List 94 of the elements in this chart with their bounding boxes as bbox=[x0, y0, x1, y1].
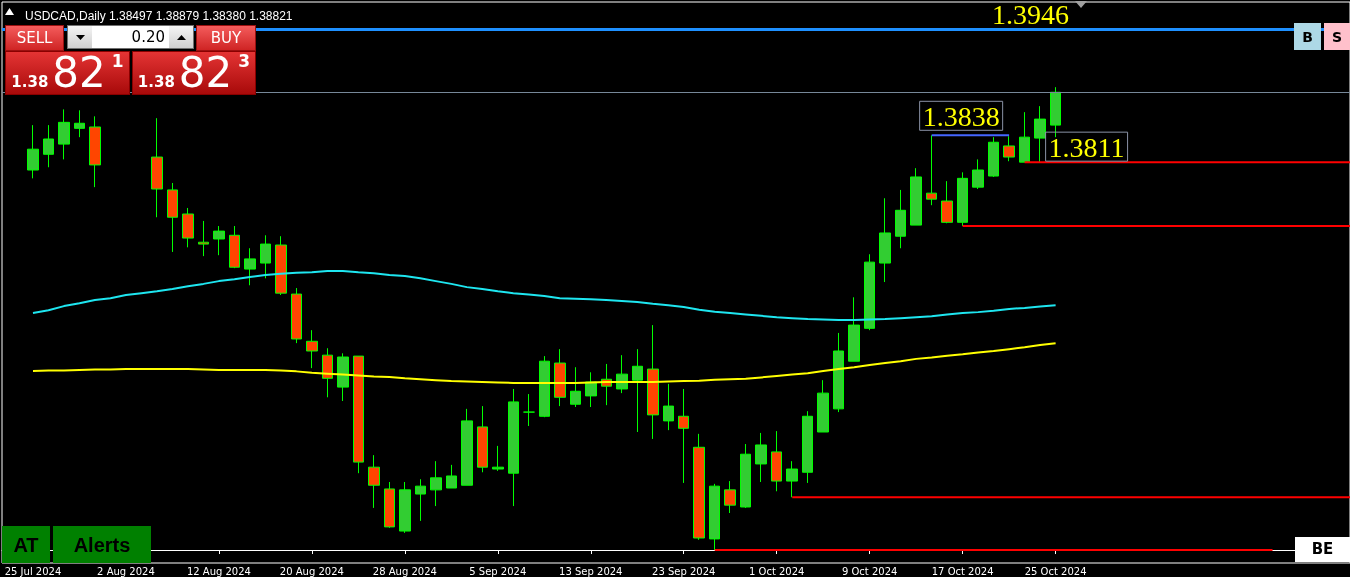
candlestick bbox=[802, 410, 813, 484]
annotation: AT bbox=[13, 533, 39, 556]
price-box: 1.38 82$^{3}$ bbox=[132, 51, 256, 95]
x-tick-label: 5 Sep 2024 bbox=[469, 565, 527, 577]
candlestick bbox=[167, 182, 178, 253]
candlestick bbox=[693, 433, 705, 541]
annotation: 82$^{3}$ bbox=[178, 48, 251, 97]
candlestick bbox=[74, 109, 85, 138]
candlestick bbox=[58, 108, 70, 160]
candlestick bbox=[151, 117, 163, 218]
candlestick bbox=[879, 197, 891, 283]
annotation: 1.3946 bbox=[992, 0, 1070, 30]
candlestick bbox=[632, 348, 643, 433]
candlestick bbox=[399, 481, 411, 534]
annotation: Alerts bbox=[73, 533, 131, 556]
candlestick bbox=[957, 171, 968, 227]
candlestick bbox=[198, 220, 209, 257]
x-tick-label: 23 Sep 2024 bbox=[652, 565, 716, 577]
candlestick bbox=[275, 235, 287, 296]
candlestick bbox=[740, 443, 751, 509]
candlestick bbox=[988, 136, 999, 178]
candlestick bbox=[260, 234, 271, 279]
candlestick bbox=[229, 225, 240, 269]
candlestick bbox=[848, 296, 860, 362]
x-tick-label: 28 Aug 2024 bbox=[372, 565, 437, 577]
candlestick bbox=[492, 445, 504, 472]
x-tick-label: 1 Oct 2024 bbox=[748, 565, 805, 577]
chart-title: USDCAD,Daily 1.38497 1.38879 1.38380 1.38821 bbox=[25, 9, 293, 23]
candlestick bbox=[895, 189, 906, 249]
candlestick bbox=[817, 379, 829, 433]
x-tick-label: 25 Oct 2024 bbox=[1024, 565, 1087, 577]
candlestick bbox=[833, 332, 844, 413]
candlestick bbox=[461, 408, 473, 486]
series-label: 1.3838 bbox=[922, 101, 1000, 133]
candlestick bbox=[523, 393, 535, 427]
candlestick bbox=[864, 253, 875, 331]
candlestick bbox=[972, 158, 984, 190]
candlestick bbox=[306, 329, 318, 369]
price-box: 1.38 82$^{1}$ bbox=[5, 51, 130, 95]
candlestick bbox=[337, 352, 349, 402]
candlestick bbox=[368, 454, 380, 509]
candlestick bbox=[43, 124, 54, 168]
candlestick bbox=[724, 480, 736, 514]
x-tick-label: 17 Oct 2024 bbox=[931, 565, 994, 577]
candlestick bbox=[291, 287, 302, 344]
button: B bbox=[1294, 23, 1321, 50]
candlestick bbox=[585, 371, 597, 408]
x-tick-label: 25 Jul 2024 bbox=[4, 565, 62, 577]
candlestick bbox=[508, 388, 519, 507]
candlestick bbox=[1003, 135, 1015, 162]
candlestick bbox=[415, 478, 426, 522]
x-tick-label: 13 Sep 2024 bbox=[559, 565, 623, 577]
buy-button: BUY bbox=[196, 25, 256, 51]
candlestick bbox=[539, 355, 550, 418]
candlestick bbox=[678, 388, 689, 484]
x-tick-label: 20 Aug 2024 bbox=[279, 565, 344, 577]
candlestick bbox=[554, 348, 566, 407]
button: BE bbox=[1295, 537, 1350, 562]
candlestick bbox=[1034, 105, 1046, 163]
candlestick bbox=[926, 134, 937, 206]
candlestick bbox=[89, 115, 101, 188]
candlestick bbox=[647, 324, 659, 440]
candlestick bbox=[771, 430, 782, 492]
series-label: 1.3811 bbox=[1048, 132, 1125, 164]
x-tick-label: 9 Oct 2024 bbox=[841, 565, 898, 577]
candlestick bbox=[1050, 86, 1061, 138]
candlestick bbox=[755, 432, 767, 483]
candlestick bbox=[353, 355, 364, 474]
button: S bbox=[1324, 23, 1350, 50]
candlestick bbox=[709, 483, 720, 551]
alerts-button: Alerts bbox=[53, 526, 151, 563]
candlestick bbox=[941, 180, 953, 224]
candlestick bbox=[430, 460, 442, 507]
candlestick bbox=[786, 460, 798, 498]
annotation: 82$^{1}$ bbox=[52, 48, 124, 97]
sell-button: SELL bbox=[5, 25, 64, 51]
candlestick bbox=[910, 167, 922, 226]
x-tick-label: 2 Aug 2024 bbox=[97, 565, 155, 577]
annotation: BE bbox=[1311, 540, 1334, 558]
annotation: 1.38 bbox=[137, 73, 175, 91]
candlestick bbox=[244, 247, 256, 286]
candlestick bbox=[384, 481, 395, 529]
annotation: 1.38 bbox=[11, 73, 49, 91]
button: AT bbox=[2, 526, 50, 563]
candlestick bbox=[1019, 111, 1030, 163]
candlestick bbox=[663, 383, 674, 431]
candlestick bbox=[27, 124, 39, 179]
candlestick bbox=[182, 207, 194, 248]
x-tick-label: 12 Aug 2024 bbox=[186, 565, 251, 577]
candlestick bbox=[477, 405, 488, 473]
candlestick bbox=[446, 464, 457, 489]
candlestick bbox=[213, 225, 225, 256]
candlestick bbox=[570, 366, 581, 408]
number-field: 0.20 bbox=[67, 25, 194, 49]
